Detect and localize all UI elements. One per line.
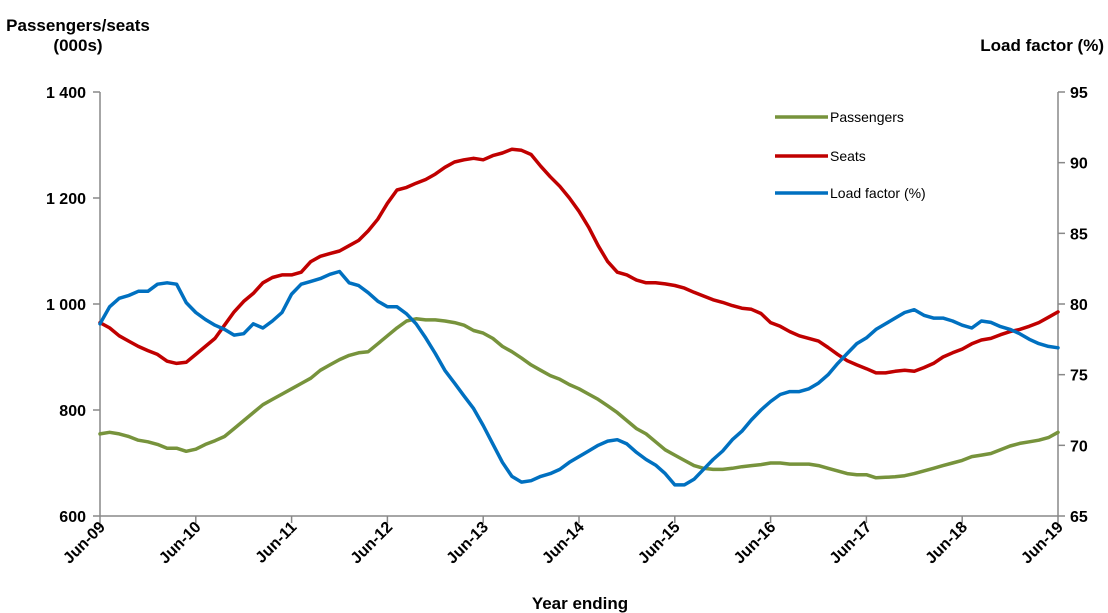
- x-axis-title: Year ending: [532, 594, 628, 613]
- right-tick-label: 90: [1070, 156, 1088, 173]
- legend-label-passengers: Passengers: [830, 109, 904, 125]
- left-tick-label: 1 200: [46, 191, 86, 208]
- right-tick-label: 85: [1070, 226, 1088, 243]
- x-tick-label: Jun-13: [444, 519, 493, 568]
- left-tick-label: 1 000: [46, 297, 86, 314]
- right-axis-title: Load factor (%): [980, 36, 1104, 55]
- left-tick-label: 1 400: [46, 85, 86, 102]
- right-tick-label: 80: [1070, 297, 1088, 314]
- left-tick-label: 600: [59, 509, 86, 526]
- x-tick-label: Jun-18: [923, 519, 972, 568]
- left-axis-title-line1: Passengers/seats: [6, 16, 150, 35]
- series-line-load-factor: [98, 269, 1060, 487]
- left-axis-ticks: 600 800 1 000 1 200 1 400: [46, 85, 100, 526]
- legend: Passengers Seats Load factor (%): [775, 109, 926, 201]
- right-axis-ticks: 65 70 75 80 85 90 95: [1058, 85, 1088, 526]
- x-tick-label: Jun-15: [635, 519, 684, 568]
- axes: [99, 92, 1059, 517]
- series-line-passengers: [98, 317, 1060, 480]
- x-tick-label: Jun-17: [827, 519, 876, 568]
- x-tick-label: Jun-09: [60, 519, 109, 568]
- left-tick-label: 800: [59, 403, 86, 420]
- x-tick-label: Jun-10: [156, 519, 205, 568]
- series-lines: [98, 147, 1060, 487]
- right-tick-label: 95: [1070, 85, 1088, 102]
- left-axis-title-line2: (000s): [53, 36, 102, 55]
- x-tick-label: Jun-16: [731, 519, 780, 568]
- legend-label-load-factor: Load factor (%): [830, 185, 926, 201]
- right-tick-label: 70: [1070, 438, 1088, 455]
- x-tick-label: Jun-14: [539, 519, 588, 568]
- series-line-seats: [98, 147, 1060, 375]
- right-tick-label: 65: [1070, 509, 1088, 526]
- x-tick-label: Jun-19: [1018, 519, 1067, 568]
- right-tick-label: 75: [1070, 368, 1088, 385]
- x-tick-label: Jun-12: [348, 519, 397, 568]
- legend-label-seats: Seats: [830, 148, 866, 164]
- x-axis-ticks: Jun-09 Jun-10 Jun-11 Jun-12 Jun-13 Jun-14 Jun-…: [60, 516, 1067, 567]
- x-tick-label: Jun-11: [253, 519, 301, 567]
